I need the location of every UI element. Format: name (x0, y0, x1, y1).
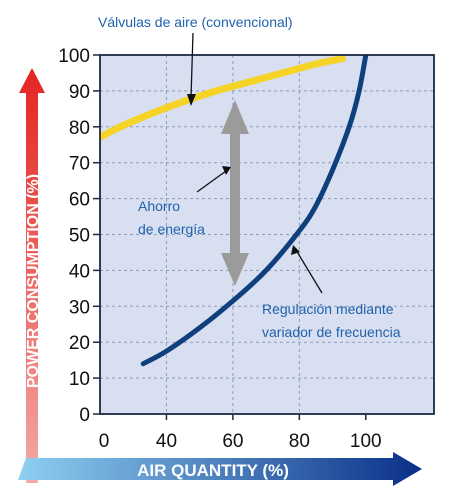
x-tick-label: 0 (99, 431, 110, 452)
savings-label: Ahorro de energía (138, 198, 205, 237)
vfd-pointer-arrow (291, 245, 323, 294)
x-tick-label: 60 (222, 431, 243, 452)
y-tick-labels: 0 10 20 30 40 50 60 70 80 90 100 (58, 46, 100, 426)
vfd-series-label: Regulación mediante variador de frecuenc… (262, 301, 401, 340)
grid-lines (100, 55, 434, 414)
savings-label-line1: Ahorro (138, 198, 180, 214)
x-tick-label: 80 (289, 431, 310, 452)
x-axis-arrow: AIR QUANTITY (%) (18, 452, 422, 486)
vfd-label-line1: Regulación mediante (262, 301, 394, 317)
y-tick-label: 10 (69, 369, 90, 390)
savings-pointer-arrow (196, 166, 231, 193)
y-tick-label: 30 (69, 297, 90, 318)
y-tick-label: 40 (69, 261, 90, 282)
y-tick-label: 100 (58, 46, 90, 67)
conventional-series-label: Válvulas de aire (convencional) (98, 14, 293, 30)
conventional-pointer-arrow (187, 32, 196, 106)
x-axis-title: AIR QUANTITY (%) (137, 461, 289, 480)
y-axis-title: POWER CONSUMPTION (%) (25, 174, 42, 388)
vfd-label-line2: variador de frecuencia (262, 324, 401, 340)
y-tick-label: 50 (69, 226, 90, 247)
savings-double-arrow (221, 100, 249, 286)
y-tick-label: 0 (79, 405, 90, 426)
conventional-valves-curve (100, 55, 346, 142)
y-tick-label: 60 (69, 190, 90, 211)
y-tick-label: 90 (69, 82, 90, 103)
y-tick-label: 20 (69, 333, 90, 354)
plot-frame (99, 54, 435, 415)
vfd-regulation-curve (140, 55, 369, 367)
y-axis-arrow: POWER CONSUMPTION (%) (19, 68, 45, 483)
x-tick-label: 100 (350, 431, 382, 452)
y-tick-label: 80 (69, 118, 90, 139)
x-tick-labels: 0 40 60 80 100 (99, 414, 382, 452)
y-tick-label: 70 (69, 154, 90, 175)
series-layer (100, 55, 369, 367)
x-tick-label: 40 (156, 431, 177, 452)
savings-label-line2: de energía (138, 221, 205, 237)
